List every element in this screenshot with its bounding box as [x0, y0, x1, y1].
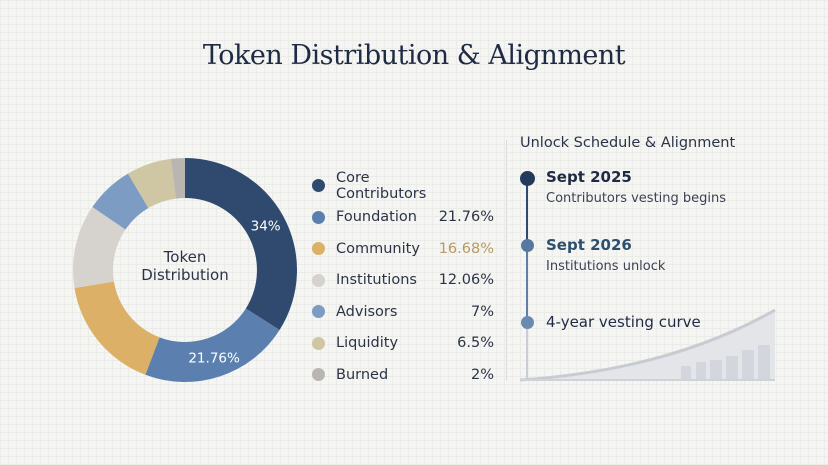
center-label-line1: Token [163, 248, 207, 266]
legend-swatch-icon [312, 368, 325, 382]
schedule-heading: Unlock Schedule & Alignment [520, 132, 735, 151]
legend-swatch-icon [312, 242, 325, 256]
legend-value: 16.68% [438, 240, 494, 257]
legend-label: Burned [336, 366, 389, 383]
curve-bar [726, 356, 738, 380]
legend-label: Institutions [336, 272, 417, 289]
slice-label: 21.76% [188, 350, 240, 366]
legend-swatch-icon [312, 336, 325, 350]
legend-label: Liquidity [336, 335, 399, 352]
legend-value: 21.76% [438, 209, 494, 226]
curve-bar [742, 350, 754, 380]
slice-burned [170, 158, 185, 199]
event-date: Sept 2025 [546, 168, 632, 186]
legend-value: 7% [470, 303, 494, 320]
legend-item: Foundation 21.76% [312, 202, 494, 234]
slice-liquidity [127, 158, 176, 209]
schedule-heading-text: Unlock Schedule & Alignment [520, 135, 736, 151]
curve-bar [681, 366, 691, 380]
legend-swatch-icon [312, 179, 325, 193]
legend-value: 2% [470, 366, 494, 383]
event-date: 4-year vesting curve [546, 313, 701, 331]
legend-swatch-icon [312, 210, 325, 224]
legend-item: Core Contributors [312, 170, 494, 202]
event-desc: Institutions unlock [546, 259, 666, 274]
curve-bar [758, 345, 770, 380]
slice-label: 34% [251, 219, 281, 235]
legend-value: 6.5% [457, 335, 494, 352]
legend: Core Contributors Foundation 21.76% Comm… [312, 170, 494, 391]
legend-item: Institutions 12.06% [312, 265, 494, 297]
legend-label: Core Contributors [336, 169, 427, 202]
timeline-dot [521, 316, 534, 329]
event-date: Sept 2026 [546, 236, 632, 254]
timeline-line [526, 178, 528, 246]
legend-item: Advisors 7% [312, 296, 494, 328]
slice-advisors [92, 173, 149, 230]
curve-line [520, 308, 776, 382]
slice-core-contributors [185, 158, 298, 331]
timeline-line [526, 324, 528, 380]
legend-item: Burned 2% [312, 359, 494, 391]
divider [506, 140, 507, 380]
slice-institutions [73, 207, 126, 288]
timeline-line [526, 246, 528, 324]
timeline-dot [521, 239, 534, 252]
page-title: Token Distribution & Alignment [202, 40, 626, 71]
donut-chart: Token Distribution 34% 21.76% [73, 158, 298, 383]
timeline-dot [520, 171, 535, 186]
legend-swatch-icon [312, 273, 325, 287]
curve-bar [696, 362, 706, 380]
slice-foundation [145, 308, 280, 383]
legend-label: Community [336, 240, 420, 257]
vesting-curve [520, 308, 776, 382]
legend-swatch-icon [312, 305, 325, 319]
legend-value: 12.06% [438, 272, 494, 289]
slice-community [74, 281, 160, 375]
curve-bar [710, 360, 722, 380]
legend-label: Foundation [336, 209, 417, 226]
legend-item: Community 16.68% [312, 233, 494, 265]
legend-item: Liquidity 6.5% [312, 328, 494, 360]
center-label-line2: Distribution [141, 266, 229, 284]
legend-label: Advisors [336, 303, 398, 320]
event-desc: Contributors vesting begins [546, 191, 727, 206]
